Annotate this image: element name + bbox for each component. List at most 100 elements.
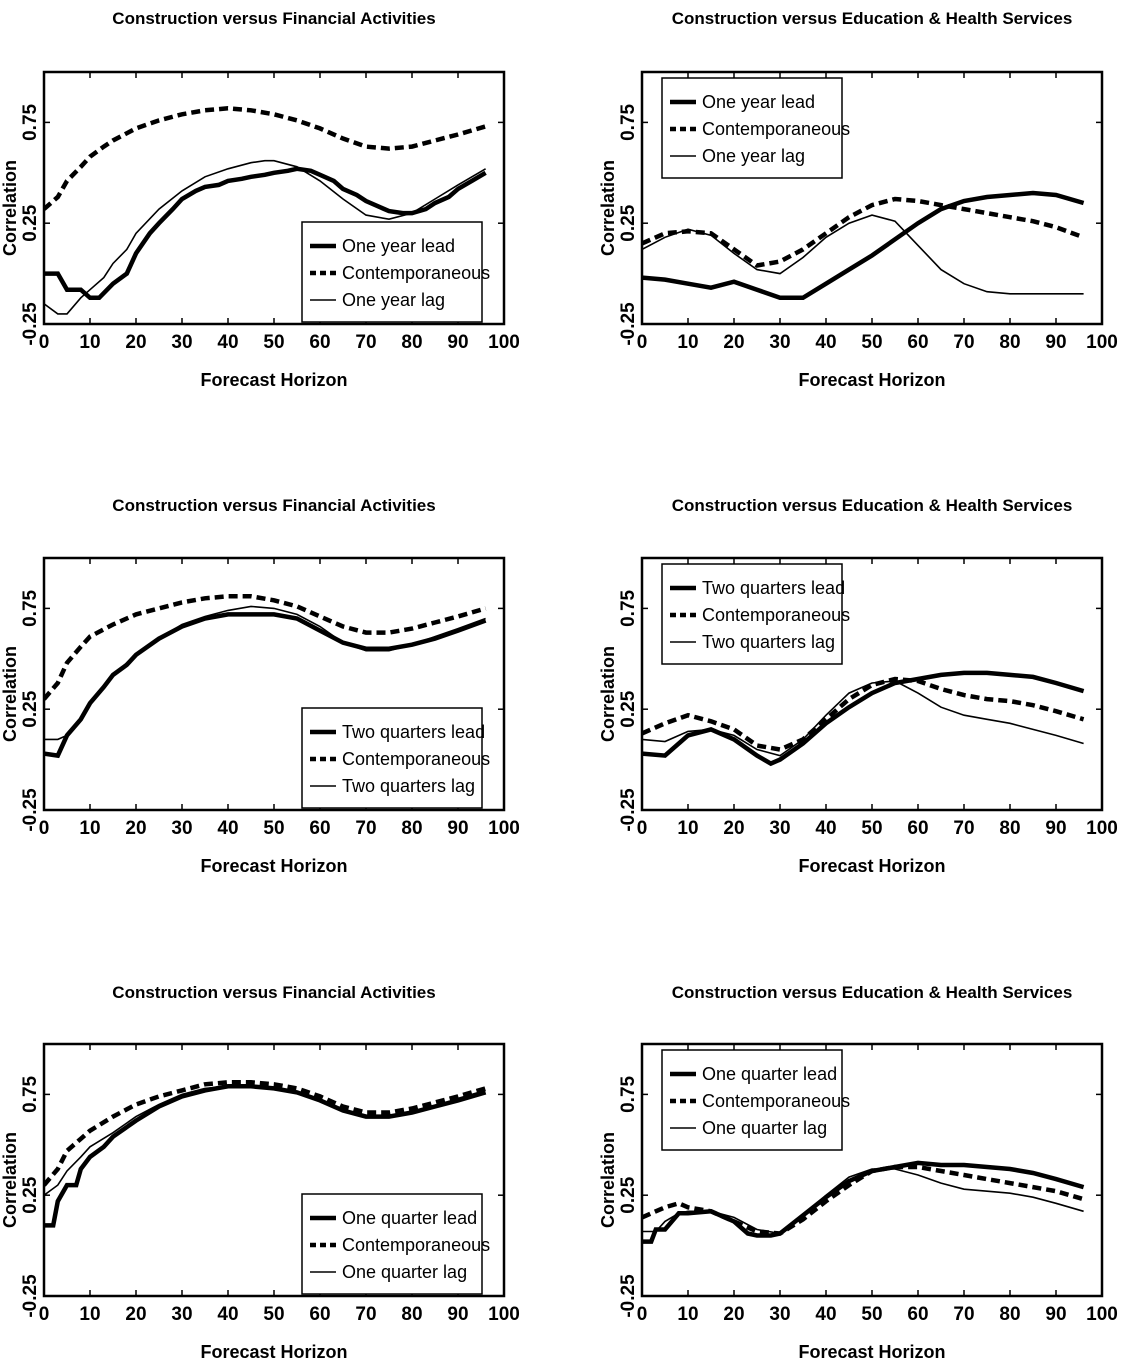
x-tick-label: 10	[79, 1304, 100, 1325]
x-tick-label: 30	[769, 818, 790, 839]
x-tick-label: 40	[815, 332, 836, 353]
y-tick-label: 0.25	[618, 204, 639, 241]
x-tick-label: 50	[861, 332, 882, 353]
series-line-dashed	[642, 1164, 1085, 1236]
x-tick-label: 50	[263, 1304, 284, 1325]
legend-label: One quarter lead	[702, 1064, 837, 1084]
x-tick-label: 60	[309, 332, 330, 353]
chart-title: Construction versus Education & Health S…	[672, 496, 1073, 515]
legend-label: Contemporaneous	[342, 749, 490, 769]
y-tick-label: 0.25	[20, 204, 41, 241]
x-tick-label: 70	[355, 818, 376, 839]
x-tick-label: 80	[999, 818, 1020, 839]
x-tick-label: 10	[677, 1304, 698, 1325]
x-tick-label: 70	[355, 332, 376, 353]
chart-panel-1: Construction versus Financial Activities…	[0, 9, 520, 390]
x-tick-label: 100	[488, 1304, 520, 1325]
y-tick-label: 0.75	[20, 1075, 41, 1112]
x-tick-label: 100	[488, 818, 520, 839]
series-line-thin	[44, 1085, 486, 1196]
legend-label: One year lead	[342, 236, 455, 256]
y-tick-label: -0.25	[20, 788, 41, 832]
x-tick-label: 0	[39, 1304, 50, 1325]
chart-title: Construction versus Education & Health S…	[672, 9, 1073, 28]
x-tick-label: 90	[1045, 332, 1066, 353]
x-tick-label: 70	[355, 1304, 376, 1325]
x-tick-label: 80	[999, 1304, 1020, 1325]
legend: One year lead Contemporaneous One year lag	[661, 77, 850, 179]
x-tick-label: 70	[953, 332, 974, 353]
x-tick-label: 0	[637, 332, 648, 353]
y-tick-label: 0.25	[20, 690, 41, 727]
chart-title: Construction versus Financial Activities	[112, 9, 435, 28]
y-axis-label: Correlation	[0, 1132, 20, 1228]
x-tick-label: 60	[309, 818, 330, 839]
legend-label: Contemporaneous	[702, 605, 850, 625]
legend-label: One quarter lead	[342, 1208, 477, 1228]
x-tick-label: 0	[39, 818, 50, 839]
x-axis-label: Forecast Horizon	[798, 856, 945, 876]
x-tick-label: 10	[677, 818, 698, 839]
x-tick-label: 10	[677, 332, 698, 353]
y-axis-label: Correlation	[0, 160, 20, 256]
series-line-dashed	[642, 196, 1085, 268]
y-tick-label: -0.25	[20, 1274, 41, 1318]
x-tick-label: 90	[447, 818, 468, 839]
x-tick-label: 80	[999, 332, 1020, 353]
x-tick-label: 20	[723, 818, 744, 839]
x-axis-label: Forecast Horizon	[798, 370, 945, 390]
x-axis-label: Forecast Horizon	[200, 370, 347, 390]
series-line-thick	[642, 1160, 1085, 1244]
chart-title: Construction versus Education & Health S…	[672, 983, 1073, 1002]
x-tick-label: 70	[953, 818, 974, 839]
x-tick-label: 80	[401, 332, 422, 353]
series-line-thin	[642, 1168, 1084, 1235]
x-tick-label: 10	[79, 818, 100, 839]
x-tick-label: 90	[1045, 818, 1066, 839]
y-tick-label: -0.25	[20, 302, 41, 346]
y-axis-label: Correlation	[598, 646, 618, 742]
chart-panel-2: Construction versus Education & Health S…	[598, 9, 1118, 390]
x-tick-label: 60	[907, 1304, 928, 1325]
legend-label: Contemporaneous	[342, 1235, 490, 1255]
chart-panel-6: Construction versus Education & Health S…	[598, 983, 1118, 1362]
legend-label: Contemporaneous	[702, 119, 850, 139]
y-tick-label: 0.25	[20, 1176, 41, 1213]
legend-label: One quarter lag	[342, 1262, 467, 1282]
legend-label: Two quarters lead	[702, 578, 845, 598]
legend: Two quarters lead Contemporaneous Two quar…	[661, 563, 850, 665]
series-line-thick	[642, 670, 1085, 767]
chart-title: Construction versus Financial Activities	[112, 983, 435, 1002]
legend-label: One year lag	[702, 146, 805, 166]
x-tick-label: 30	[171, 1304, 192, 1325]
legend-label: Two quarters lag	[342, 776, 475, 796]
series-line-thick	[642, 190, 1085, 301]
x-tick-label: 40	[815, 1304, 836, 1325]
x-tick-label: 50	[263, 818, 284, 839]
chart-panel-4: Construction versus Education & Health S…	[598, 496, 1118, 876]
x-tick-label: 20	[125, 1304, 146, 1325]
chart-panel-5: Construction versus Financial Activities…	[0, 983, 520, 1362]
chart-panel-3: Construction versus Financial Activities…	[0, 496, 520, 876]
x-tick-label: 0	[39, 332, 50, 353]
x-tick-label: 0	[637, 1304, 648, 1325]
y-axis-label: Correlation	[598, 1132, 618, 1228]
legend-label: One quarter lag	[702, 1118, 827, 1138]
chart-title: Construction versus Financial Activities	[112, 496, 435, 515]
x-axis-label: Forecast Horizon	[798, 1342, 945, 1362]
x-tick-label: 20	[723, 1304, 744, 1325]
x-tick-label: 50	[861, 818, 882, 839]
x-tick-label: 10	[79, 332, 100, 353]
legend: One quarter lead Contemporaneous One quart…	[661, 1049, 850, 1151]
legend: One year lead Contemporaneous One year lag	[301, 221, 490, 323]
x-tick-label: 20	[723, 332, 744, 353]
y-axis-label: Correlation	[0, 646, 20, 742]
x-tick-label: 40	[217, 1304, 238, 1325]
x-tick-label: 50	[861, 1304, 882, 1325]
legend: One quarter lead Contemporaneous One quart…	[301, 1193, 490, 1295]
x-tick-label: 50	[263, 332, 284, 353]
x-tick-label: 40	[815, 818, 836, 839]
x-tick-label: 60	[907, 818, 928, 839]
x-tick-label: 90	[447, 332, 468, 353]
legend-label: One year lead	[702, 92, 815, 112]
